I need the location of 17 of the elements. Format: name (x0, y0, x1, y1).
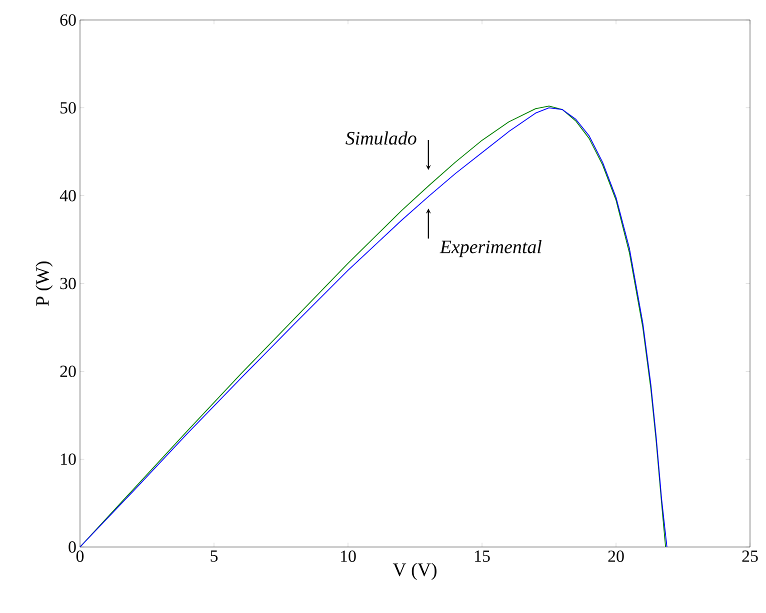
y-tick-label: 40 (60, 190, 76, 202)
x-tick-label: 0 (76, 550, 84, 562)
x-axis-title: V (V) (392, 562, 436, 580)
y-tick-label: 30 (60, 278, 76, 290)
y-tick-label: 60 (60, 14, 76, 26)
x-tick-label: 20 (608, 550, 624, 562)
y-tick-label: 0 (68, 541, 76, 553)
x-tick-label: 25 (742, 550, 758, 562)
annotation: Experimental (440, 240, 542, 258)
y-tick-label: 20 (60, 366, 76, 378)
x-tick-label: 10 (341, 550, 356, 562)
y-tick-label: 10 (61, 453, 76, 465)
x-tick-label: 5 (210, 550, 218, 562)
y-axis-title: P (W) (36, 261, 53, 306)
y-tick-label: 50 (60, 102, 76, 114)
x-tick-label: 15 (475, 550, 490, 562)
annotation: Simulado (346, 131, 416, 145)
